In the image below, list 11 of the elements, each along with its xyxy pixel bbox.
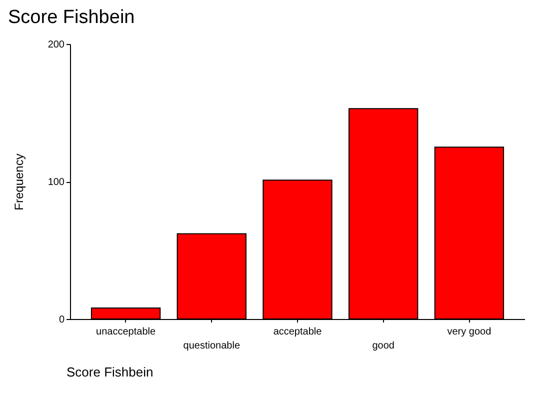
x-tick-label: unacceptable [96, 326, 156, 338]
x-tick-label: questionable [183, 340, 240, 352]
x-tick-label: good [372, 340, 394, 352]
y-tick-label: 0 [58, 314, 65, 326]
x-tick-label: acceptable [273, 326, 322, 338]
y-tick-label: 100 [48, 177, 65, 188]
y-axis-title: Frequency [12, 154, 26, 210]
y-tick-label: 200 [48, 40, 65, 50]
x-axis-title: Score Fishbein [66, 364, 154, 380]
x-tick-label: very good [447, 326, 492, 338]
chart-title: Score Fishbein [8, 7, 135, 28]
